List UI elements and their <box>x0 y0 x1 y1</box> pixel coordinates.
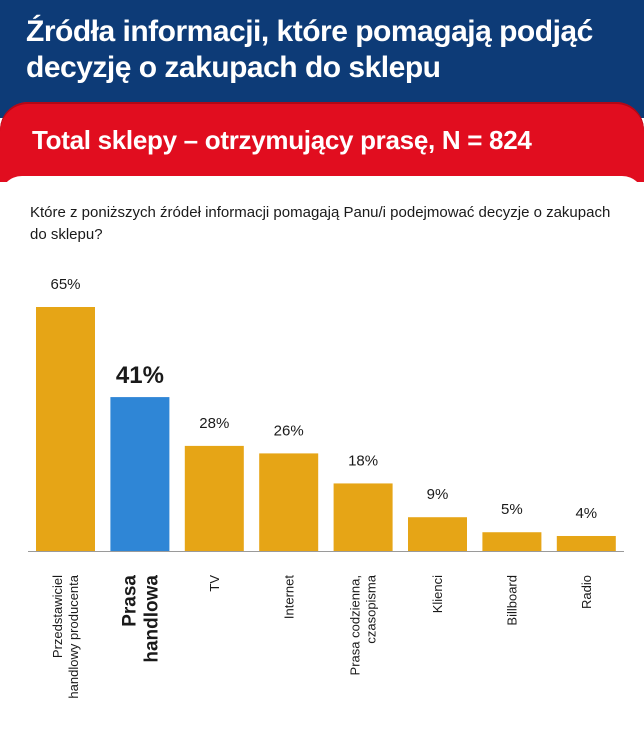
value-label-7: 4% <box>575 505 597 522</box>
bar-3 <box>259 453 319 551</box>
bar-4 <box>333 483 393 551</box>
category-label-4: Prasa codzienna,czasopisma <box>348 574 379 675</box>
title-banner: Źródła informacji, które pomagają podjąć… <box>0 0 644 118</box>
bar-6 <box>482 532 542 551</box>
value-label-4: 18% <box>348 452 378 469</box>
bar-1 <box>110 397 170 551</box>
value-label-2: 28% <box>199 415 229 432</box>
category-label-3: Internet <box>281 575 296 619</box>
bar-2 <box>184 445 244 551</box>
subtitle-banner: Total sklepy – otrzymujący prasę, N = 82… <box>0 102 644 182</box>
bar-7 <box>556 535 616 551</box>
category-label-5: Klienci <box>430 575 445 613</box>
value-label-0: 65% <box>50 276 80 293</box>
bar-0 <box>36 307 95 551</box>
value-label-6: 5% <box>501 501 523 518</box>
category-label-0: Przedstawicielhandlowy producenta <box>50 574 81 698</box>
chart-panel <box>0 176 644 744</box>
value-label-3: 26% <box>274 422 304 439</box>
category-label-6: Billboard <box>504 575 519 626</box>
category-label-1: Prasahandlowa <box>120 575 163 663</box>
survey-question: Które z poniższych źródeł informacji pom… <box>30 204 611 243</box>
bar-5 <box>408 517 467 551</box>
value-label-5: 9% <box>427 486 449 503</box>
category-label-7: Radio <box>579 575 594 609</box>
page-title: Źródła informacji, które pomagają podjąć… <box>26 15 593 84</box>
category-label-2: TV <box>207 575 222 592</box>
value-label-1: 41% <box>116 362 164 389</box>
page-subtitle: Total sklepy – otrzymujący prasę, N = 82… <box>32 125 532 155</box>
